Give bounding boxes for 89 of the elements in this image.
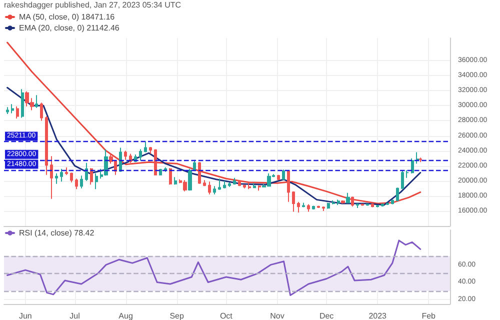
candlestick <box>119 147 122 172</box>
candlestick <box>16 106 19 119</box>
candlestick <box>282 169 285 180</box>
candlestick <box>243 184 246 189</box>
candlestick <box>104 148 108 176</box>
candlestick <box>312 205 315 210</box>
candlestick <box>341 200 345 204</box>
candlestick <box>70 172 73 183</box>
candlestick <box>277 174 280 181</box>
candlestick <box>386 202 389 206</box>
candlestick <box>144 141 147 153</box>
candlestick <box>6 106 9 114</box>
candlestick <box>346 192 350 204</box>
candlestick <box>233 177 236 186</box>
candlestick <box>327 202 330 210</box>
candlestick <box>292 190 295 212</box>
candlestick <box>11 104 14 114</box>
candlestick <box>75 178 78 190</box>
candlestick <box>169 168 172 186</box>
candlestick <box>356 202 359 208</box>
line-series <box>6 86 422 206</box>
candlestick <box>45 116 48 176</box>
candlestick <box>95 172 98 190</box>
candlestick <box>351 196 354 207</box>
candlestick <box>198 162 201 184</box>
candlestick <box>193 159 196 171</box>
candlestick <box>361 204 364 206</box>
candlestick <box>55 172 58 184</box>
x-tick-label: Feb <box>422 312 436 320</box>
candlestick <box>411 158 414 174</box>
candlestick <box>238 180 241 187</box>
x-tick-label: 2023 <box>368 312 388 320</box>
candlestick <box>297 201 300 213</box>
candlestick <box>60 168 63 182</box>
candlestick <box>80 175 83 189</box>
candlestick <box>302 202 305 208</box>
candlestick <box>223 180 226 189</box>
candlestick <box>203 180 206 187</box>
candlestick <box>332 200 335 205</box>
candlestick <box>381 202 384 207</box>
candlestick <box>406 170 409 178</box>
x-tick-label: Sep <box>170 312 184 320</box>
candlestick <box>253 182 256 188</box>
legend-label: MA (50, close, 0) 18471.16 <box>19 12 116 22</box>
candlestick <box>396 187 399 202</box>
candlestick <box>21 88 24 118</box>
candlestick <box>50 156 53 200</box>
candlestick <box>317 205 320 208</box>
candlestick <box>228 182 231 188</box>
candlestick <box>401 170 404 189</box>
candlestick <box>174 176 177 186</box>
candlestick <box>213 186 216 195</box>
candlestick <box>258 184 261 192</box>
candlestick <box>35 94 38 108</box>
candlestick <box>371 202 374 208</box>
text: rakeshdagger published, Jan 27, 2023 05:34 UTC <box>4 0 182 10</box>
candlestick <box>85 162 88 182</box>
candlestick <box>124 150 127 160</box>
candlestick <box>307 204 310 212</box>
candlestick <box>154 148 157 176</box>
candlestick <box>287 170 290 202</box>
candlestick <box>218 178 221 190</box>
candlestick <box>149 146 152 154</box>
candlestick <box>159 168 162 176</box>
line-series <box>6 240 422 296</box>
legend-label: RSI (14, close) 78.42 <box>19 228 95 238</box>
candlestick <box>40 102 43 122</box>
legend-label: EMA (20, close, 0) 21142.46 <box>19 24 120 32</box>
candlestick <box>188 168 192 192</box>
candlestick <box>337 199 340 206</box>
candlestick <box>183 180 187 192</box>
candlestick <box>164 166 167 172</box>
candlestick <box>419 157 422 163</box>
candlestick <box>366 204 369 206</box>
candlestick <box>208 181 211 195</box>
candlestick <box>139 148 142 162</box>
x-tick-label: Jun <box>18 312 32 320</box>
x-tick-label: Dec <box>319 312 334 320</box>
candlestick <box>322 206 325 212</box>
x-tick-label: Aug <box>118 312 133 320</box>
candlestick <box>391 199 394 205</box>
candlestick <box>90 168 93 186</box>
x-tick-label: Oct <box>220 312 234 320</box>
line-series <box>6 42 422 204</box>
candlestick <box>376 204 379 208</box>
x-tick-label: Nov <box>270 312 284 320</box>
candlestick <box>248 181 251 190</box>
x-tick-label: Jul <box>70 312 80 320</box>
candlestick <box>65 166 68 176</box>
